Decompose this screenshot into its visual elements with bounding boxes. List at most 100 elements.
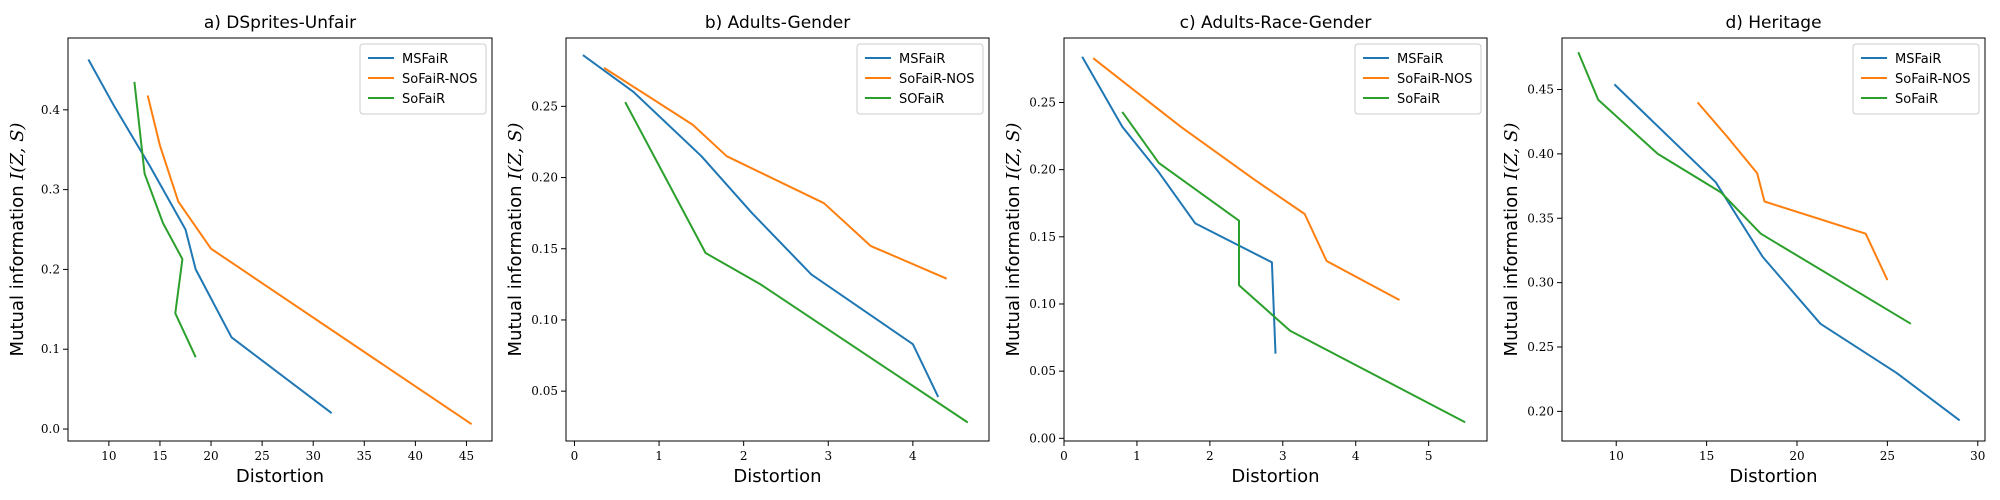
y-tick-label: 0.3 — [41, 183, 60, 197]
y-tick-label: 0.20 — [1527, 404, 1554, 418]
y-axis-label-math: I(Z, S) — [505, 123, 526, 181]
x-tick-label: 10 — [1609, 449, 1624, 463]
legend-entry: MSFaiR — [1895, 52, 1941, 67]
series-line-sofair — [133, 81, 197, 358]
legend-entry: MSFaiR — [402, 52, 448, 67]
y-tick-label: 0.20 — [1029, 163, 1056, 177]
legend-box — [359, 43, 487, 115]
series-line-msfair — [582, 54, 940, 398]
x-tick-label: 20 — [1789, 449, 1804, 463]
x-tick-label: 25 — [254, 449, 269, 463]
x-tick-label: 4 — [1352, 449, 1360, 463]
legend-entry: SoFaiR — [1895, 92, 1938, 107]
legend-box — [856, 43, 984, 115]
y-tick-label: 0.0 — [41, 422, 60, 436]
legend-box — [1852, 43, 1980, 115]
y-tick-label: 0.10 — [531, 313, 558, 327]
x-tick-label: 0 — [1060, 449, 1068, 463]
y-tick-label: 0.35 — [1527, 211, 1554, 225]
chart-panel-1: 0 1 2 3 4 0.05 0.10 0.15 0.20 0.25 b) Adults-Gende… — [505, 13, 990, 487]
chart-title: b) Adults-Gender — [705, 13, 850, 33]
y-tick-label: 0.40 — [1527, 147, 1554, 161]
x-tick-label: 5 — [1425, 449, 1433, 463]
y-tick-label: 0.05 — [531, 384, 558, 398]
y-axis-label-math: I(Z, S) — [1501, 123, 1522, 181]
y-tick-label: 0.15 — [531, 242, 558, 256]
y-tick-label: 0.30 — [1527, 276, 1554, 290]
y-tick-label: 0.4 — [41, 103, 60, 117]
x-tick-label: 30 — [1970, 449, 1985, 463]
y-tick-label: 0.20 — [531, 171, 558, 185]
y-axis-label: Mutual information I(Z, S) — [1003, 123, 1024, 357]
legend-entry: MSFaiR — [1397, 52, 1443, 67]
series-line-sofair — [624, 101, 969, 424]
series-line-sofair-nos — [1092, 57, 1400, 301]
x-tick-label: 30 — [306, 449, 321, 463]
y-axis-label: Mutual information I(Z, S) — [7, 123, 28, 357]
x-tick-label: 15 — [152, 449, 167, 463]
y-tick-label: 0.1 — [41, 342, 60, 356]
y-tick-label: 0.25 — [531, 99, 558, 113]
legend-entry: SoFaiR — [402, 92, 445, 107]
x-axis-label: Distortion — [236, 466, 324, 487]
legend-entry: MSFaiR — [899, 52, 945, 67]
y-axis-label-text: Mutual information — [7, 180, 28, 357]
x-tick-label: 2 — [740, 449, 748, 463]
legend-entry: SoFaiR-NOS — [402, 72, 477, 87]
y-tick-label: 0.25 — [1029, 95, 1056, 109]
chart-title: c) Adults-Race-Gender — [1180, 13, 1372, 33]
chart-panel-0: 10 15 20 25 30 35 40 45 0.0 0.1 0.2 0.3 0.4 a) DSprit… — [7, 13, 493, 487]
x-tick-label: 20 — [203, 449, 218, 463]
axes-frame — [67, 37, 493, 442]
x-tick-label: 40 — [408, 449, 423, 463]
x-axis-label: Distortion — [1231, 466, 1319, 487]
x-tick-label: 1 — [1133, 449, 1141, 463]
legend-entry: SoFaiR-NOS — [1397, 72, 1472, 87]
y-axis-label-text: Mutual information — [1501, 180, 1522, 357]
y-axis-label: Mutual information I(Z, S) — [1501, 123, 1522, 357]
y-tick-label: 0.05 — [1029, 364, 1056, 378]
y-axis-label-text: Mutual information — [1003, 180, 1024, 357]
legend-box — [1354, 43, 1482, 115]
chart-title: a) DSprites-Unfair — [204, 13, 356, 33]
x-axis-label: Distortion — [733, 466, 821, 487]
y-tick-label: 0.2 — [41, 262, 60, 276]
y-axis-label-math: I(Z, S) — [1003, 123, 1024, 181]
x-tick-label: 25 — [1880, 449, 1895, 463]
series-line-msfair — [1613, 83, 1961, 422]
y-tick-label: 0.00 — [1029, 431, 1056, 445]
y-tick-label: 0.45 — [1527, 83, 1554, 97]
x-tick-label: 4 — [909, 449, 917, 463]
y-tick-label: 0.15 — [1029, 230, 1056, 244]
legend-entry: SoFaiR — [1397, 92, 1440, 107]
y-axis-label: Mutual information I(Z, S) — [505, 123, 526, 357]
chart-panel-2: 0 1 2 3 4 5 0.00 0.05 0.10 0.15 0.20 0.25 c) Adults-… — [1003, 13, 1488, 487]
series-line-sofair-nos — [603, 67, 948, 280]
legend-entry: SoFaiR-NOS — [899, 72, 974, 87]
series-line-sofair-nos — [1696, 101, 1889, 281]
axes-frame — [1561, 37, 1986, 442]
x-tick-label: 15 — [1699, 449, 1714, 463]
axes-frame — [565, 37, 990, 442]
x-tick-label: 2 — [1206, 449, 1214, 463]
series-line-msfair — [87, 59, 333, 414]
series-line-sofair — [1121, 111, 1466, 424]
x-tick-label: 1 — [655, 449, 663, 463]
x-tick-label: 45 — [459, 449, 474, 463]
x-tick-label: 0 — [571, 449, 579, 463]
x-tick-label: 3 — [1279, 449, 1287, 463]
series-line-msfair — [1081, 56, 1277, 354]
y-axis-label-text: Mutual information — [505, 180, 526, 357]
legend-entry: SOFaiR — [899, 92, 944, 107]
chart-title: d) Heritage — [1725, 13, 1821, 33]
axes-frame — [1063, 37, 1488, 442]
legend-entry: SoFaiR-NOS — [1895, 72, 1970, 87]
series-line-sofair — [1577, 51, 1912, 325]
x-tick-label: 10 — [101, 449, 116, 463]
x-axis-label: Distortion — [1729, 466, 1817, 487]
y-tick-label: 0.10 — [1029, 297, 1056, 311]
series-line-sofair-nos — [146, 95, 473, 426]
y-tick-label: 0.25 — [1527, 340, 1554, 354]
x-tick-label: 35 — [357, 449, 372, 463]
